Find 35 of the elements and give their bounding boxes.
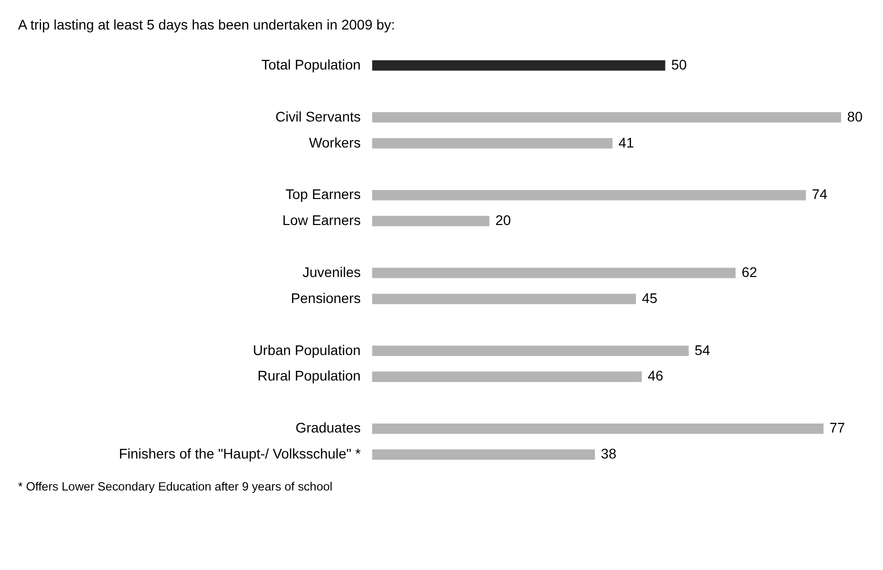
y-tick-label: Graduates <box>296 420 361 436</box>
data-label: 54 <box>694 342 710 358</box>
y-tick-label: Urban Population <box>252 342 361 358</box>
bar <box>372 372 642 382</box>
y-tick-label: Total Population <box>261 56 361 72</box>
data-label: 41 <box>618 134 634 150</box>
bar <box>372 138 612 148</box>
y-tick-label: Rural Population <box>258 368 361 384</box>
bar <box>372 294 636 304</box>
y-tick-label: Top Earners <box>285 186 361 202</box>
bar <box>372 216 490 226</box>
data-label: 20 <box>495 212 512 228</box>
data-label: 45 <box>642 290 658 306</box>
data-label: 77 <box>829 420 846 436</box>
bar <box>372 60 666 71</box>
data-label: 38 <box>600 446 617 462</box>
bar <box>372 346 689 356</box>
y-tick-label: Juveniles <box>302 264 361 280</box>
y-tick-label: Pensioners <box>290 290 361 306</box>
bar <box>372 112 842 123</box>
bar <box>372 423 824 434</box>
data-label: 46 <box>648 368 664 384</box>
y-tick-label: Low Earners <box>282 212 361 228</box>
text: A trip lasting at least 5 days has been undertaken in 2009 by: <box>18 16 395 33</box>
data-label: 50 <box>671 56 687 72</box>
bar <box>372 190 806 200</box>
bar <box>372 449 595 460</box>
text: * Offers Lower Secondary Education after 9 years of school <box>18 479 332 494</box>
y-tick-label: Finishers of the "Haupt-/ Volksschule" * <box>118 446 362 462</box>
data-label: 80 <box>847 108 863 124</box>
y-tick-label: Workers <box>308 134 361 150</box>
bar <box>372 268 736 278</box>
data-label: 62 <box>742 264 758 280</box>
y-tick-label: Civil Servants <box>275 108 361 124</box>
data-label: 74 <box>812 186 828 202</box>
